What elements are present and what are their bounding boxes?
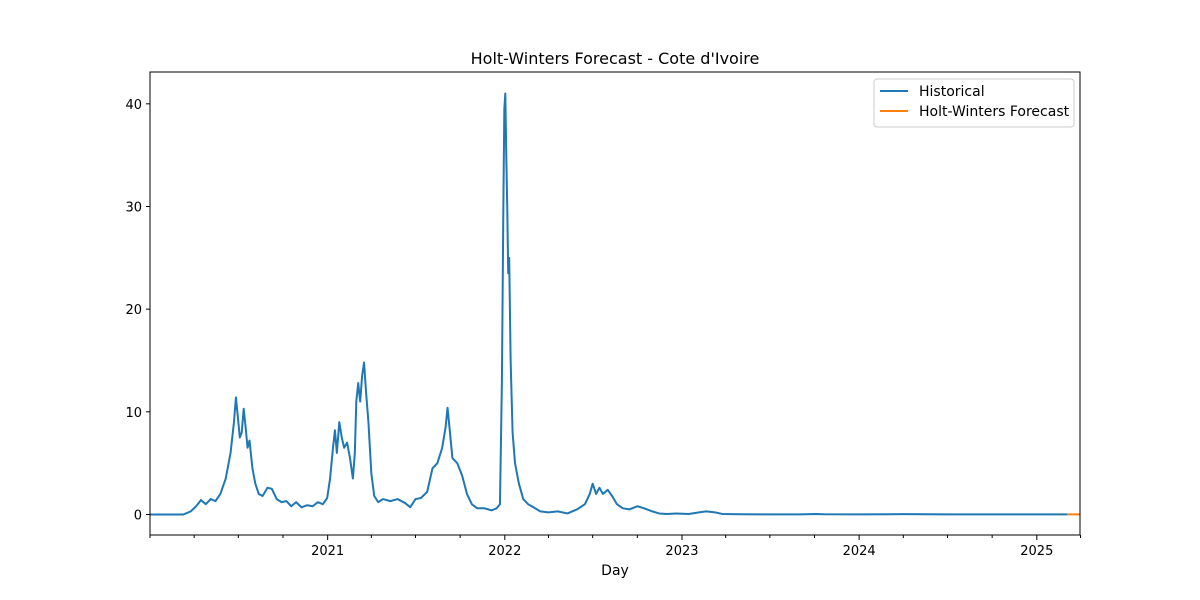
y-tick-label: 40 [125, 98, 142, 113]
y-tick-label: 20 [125, 303, 142, 318]
y-tick-label: 10 [125, 406, 142, 421]
legend-label-forecast: Holt-Winters Forecast [919, 104, 1070, 120]
x-tick-label: 2025 [1020, 544, 1053, 559]
legend: Historical Holt-Winters Forecast [873, 78, 1075, 128]
x-axis: 2021 2022 2023 2024 2025 [149, 535, 1081, 559]
legend-label-historical: Historical [919, 84, 985, 100]
legend-box [873, 78, 1075, 128]
plot-frame [149, 71, 1081, 536]
plot-lines [150, 92, 1080, 516]
y-tick-label: 0 [134, 508, 142, 523]
x-tick-label: 2024 [843, 544, 876, 559]
historical-line [150, 92, 1068, 516]
x-tick-label: 2022 [488, 544, 521, 559]
chart-title: Holt-Winters Forecast - Cote d'Ivoire [471, 49, 760, 68]
x-axis-label: Day [601, 563, 629, 579]
y-tick-label: 30 [125, 200, 142, 215]
x-tick-label: 2023 [665, 544, 698, 559]
y-axis: 0 10 20 30 40 [125, 98, 150, 523]
x-tick-label: 2021 [311, 544, 344, 559]
